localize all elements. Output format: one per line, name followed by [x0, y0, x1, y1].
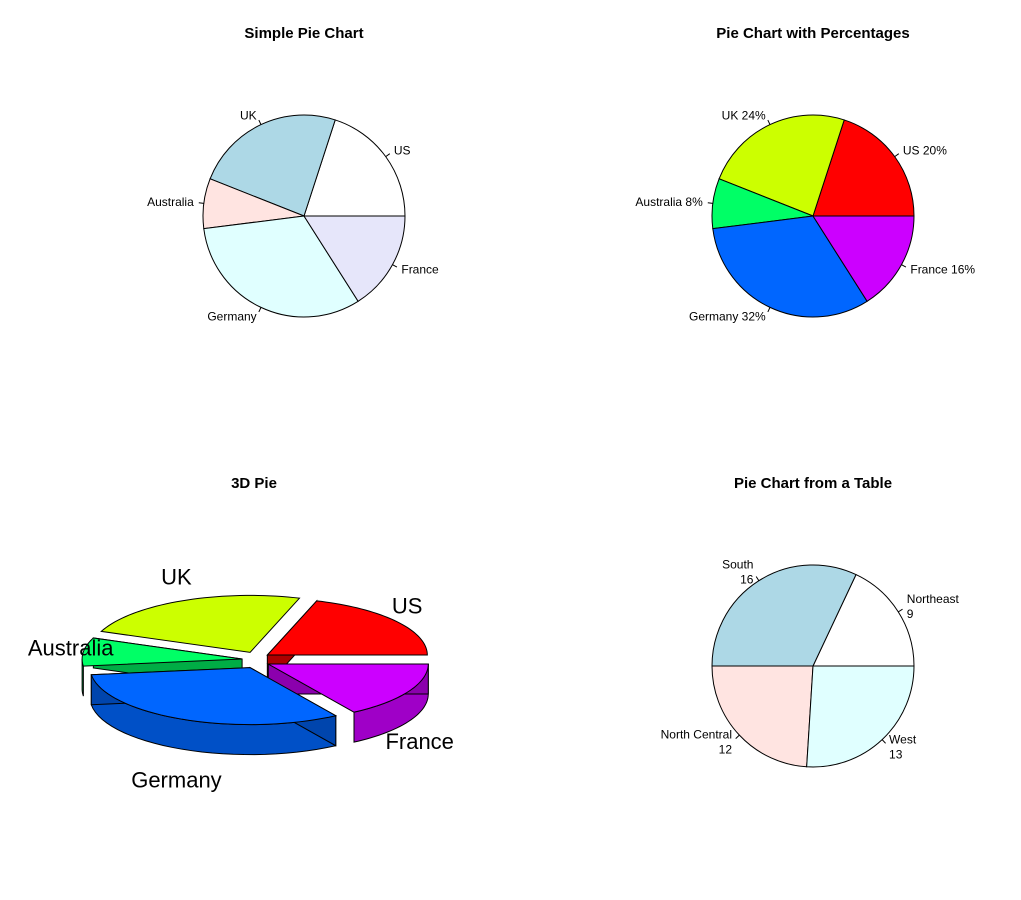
pie-slice-australia	[81, 637, 243, 667]
slice-label-germany: Germany	[131, 767, 221, 792]
label-leader-uk	[767, 119, 771, 125]
simple-pie-chart: Simple Pie Chart US UK Australia Germany Fra…	[147, 25, 439, 324]
slice-label-us: US	[394, 144, 411, 158]
label-leader-australia	[707, 202, 713, 204]
slice-label-australia: Australia 8%	[635, 195, 703, 209]
label-leader-france	[392, 264, 398, 268]
slice-label-france: France	[401, 263, 439, 277]
pie-slice-france	[266, 663, 429, 713]
slice-label-west: West 13	[889, 732, 917, 761]
table-pie-chart: Pie Chart from a Table Northeast 9 South 16…	[661, 475, 960, 768]
pie-slice-south	[711, 564, 857, 667]
pie-slice-northeast	[812, 573, 915, 667]
label-leader-north-central	[735, 734, 740, 739]
slice-label-south: South 16	[722, 558, 754, 587]
3d-pie-chart: 3D Pie US UK Australia Germany France	[28, 475, 454, 792]
chart-title: 3D Pie	[231, 475, 277, 492]
slice-label-uk: UK	[161, 565, 192, 590]
pie-slice-west	[806, 665, 915, 768]
label-leader-australia	[198, 202, 204, 204]
slice-label-germany: Germany	[207, 310, 256, 324]
pie-slice-germany	[90, 667, 338, 726]
slice-label-north-central: North Central 12	[661, 728, 733, 757]
label-leader-germany	[258, 307, 262, 313]
slice-label-australia: Australia	[147, 195, 194, 209]
slice-label-france: France 16%	[910, 263, 975, 277]
chart-title: Simple Pie Chart	[244, 25, 363, 42]
slice-label-uk: UK	[240, 108, 257, 122]
label-leader-us	[385, 153, 391, 158]
pie-slice-france	[812, 215, 915, 302]
pie-slice-north-central	[711, 665, 814, 768]
slice-label-northeast: Northeast 9	[907, 592, 960, 621]
label-leader-west	[881, 739, 886, 744]
chart-title: Pie Chart with Percentages	[716, 25, 909, 42]
slice-label-france: France	[385, 729, 453, 754]
label-leader-south	[755, 576, 760, 581]
pie-slice-us	[266, 600, 428, 656]
slice-label-us: US	[392, 593, 423, 618]
label-leader-us	[894, 153, 900, 158]
slice-label-uk: UK 24%	[722, 108, 766, 122]
label-leader-france	[901, 264, 907, 268]
pie-slice-france	[303, 215, 406, 302]
label-leader-germany	[767, 307, 771, 313]
label-leader-uk	[258, 119, 262, 125]
slice-label-germany: Germany 32%	[689, 310, 766, 324]
chart-title: Pie Chart from a Table	[734, 475, 892, 492]
percentage-pie-chart: Pie Chart with Percentages US 20% UK 24% A…	[635, 25, 975, 324]
label-leader-northeast	[898, 608, 903, 613]
slice-label-us: US 20%	[903, 144, 947, 158]
pie-slice-uk	[100, 594, 301, 653]
slice-label-australia: Australia	[28, 636, 114, 661]
